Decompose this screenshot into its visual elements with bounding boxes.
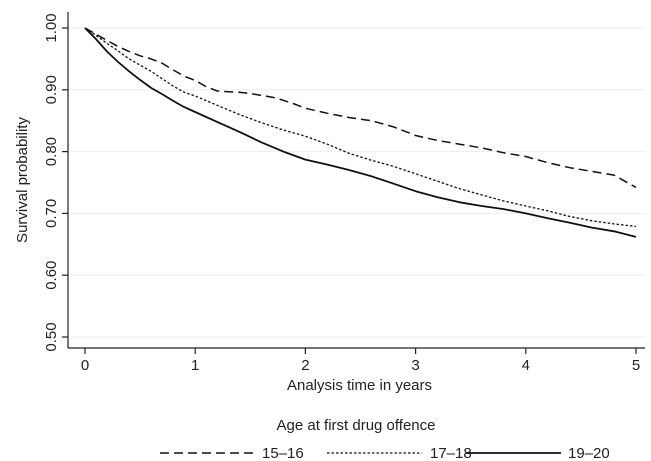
y-tick-label-4: 0.90: [43, 75, 60, 104]
x-tick-label-4: 4: [522, 357, 530, 374]
legend-label-0: 15–16: [262, 445, 304, 461]
y-tick-label-3: 0.80: [43, 137, 60, 166]
y-tick-label-2: 0.70: [43, 199, 60, 228]
y-tick-label-5: 1.00: [43, 13, 60, 42]
legend-title: Age at first drug offence: [277, 417, 436, 434]
x-tick-label-0: 0: [81, 357, 89, 374]
x-axis-title: Analysis time in years: [287, 377, 432, 394]
x-tick-label-5: 5: [632, 357, 640, 374]
axes: 0.50 0.60 0.70 0.80 0.90 1.00 0 1 2 3 4 5: [43, 12, 645, 374]
x-tick-label-3: 3: [411, 357, 419, 374]
gridlines: [69, 27, 645, 338]
series-line-2: [84, 27, 637, 238]
legend: 15–16 17–18 19–20: [160, 445, 610, 461]
series-line-0: [84, 27, 637, 189]
y-axis-title: Survival probability: [14, 117, 31, 243]
legend-label-2: 19–20: [568, 445, 610, 461]
series-lines: [84, 27, 637, 238]
x-tick-label-1: 1: [191, 357, 199, 374]
x-tick-label-2: 2: [301, 357, 309, 374]
series-line-1: [84, 27, 637, 228]
y-tick-label-1: 0.60: [43, 261, 60, 290]
y-tick-label-0: 0.50: [43, 322, 60, 351]
legend-label-1: 17–18: [430, 445, 472, 461]
